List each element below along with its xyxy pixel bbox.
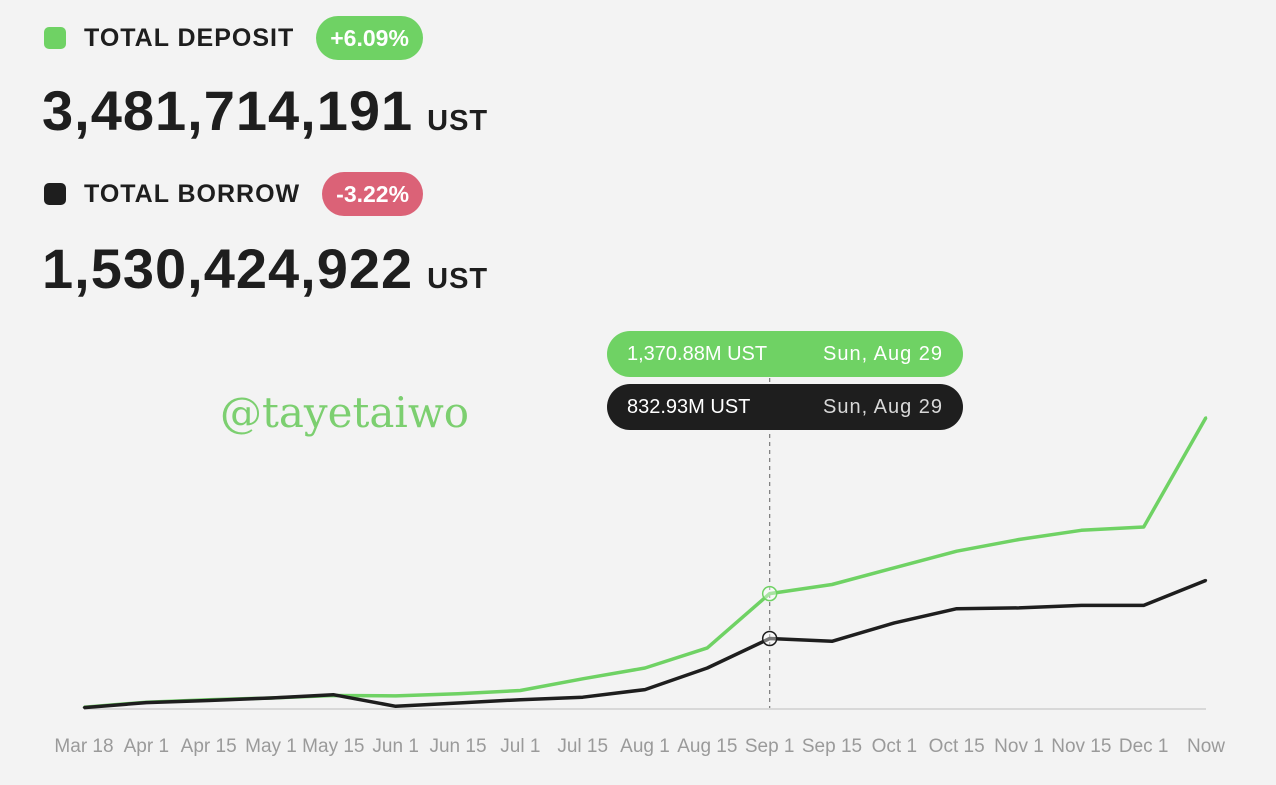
borrow-point xyxy=(581,695,584,699)
x-tick-label: Oct 1 xyxy=(872,736,917,757)
borrow-point xyxy=(332,693,335,696)
x-tick-label: Nov 1 xyxy=(994,736,1044,757)
deposit-point xyxy=(456,692,460,696)
deposit-point xyxy=(394,694,397,698)
deposit-point xyxy=(955,549,958,553)
deposit-header: TOTAL DEPOSIT +6.09% xyxy=(44,16,423,60)
x-tick-label: Oct 15 xyxy=(929,736,985,757)
borrow-point xyxy=(643,688,647,691)
borrow-legend-swatch xyxy=(44,183,66,205)
deposit-point xyxy=(1017,538,1021,541)
borrow-tooltip-value: 832.93M UST xyxy=(627,395,751,418)
borrow-point xyxy=(706,666,709,670)
borrow-point xyxy=(1142,604,1145,607)
deposit-total: 3,481,714,191 UST xyxy=(42,78,488,143)
x-tick-label: Sep 1 xyxy=(745,736,795,757)
borrow-point xyxy=(207,699,210,702)
deposit-point xyxy=(706,646,709,650)
watermark-text: @tayetaiwo xyxy=(220,388,470,437)
borrow-change-badge: -3.22% xyxy=(322,172,424,216)
x-tick-label: Jun 15 xyxy=(429,736,486,757)
borrow-point xyxy=(955,607,958,610)
x-tick-label: Sep 15 xyxy=(802,736,862,757)
borrow-hover-marker[interactable] xyxy=(761,630,778,647)
deposit-series-line xyxy=(83,416,1208,709)
borrow-value: 1,530,424,922 xyxy=(42,237,414,300)
deposit-label: TOTAL DEPOSIT xyxy=(84,23,295,52)
deposit-unit: UST xyxy=(427,105,489,137)
x-tick-label: Now xyxy=(1187,736,1225,757)
borrow-point xyxy=(82,706,86,709)
borrow-point xyxy=(394,705,397,708)
borrow-point xyxy=(145,701,148,704)
deposit-point xyxy=(581,677,584,680)
deposit-point xyxy=(830,583,834,586)
x-tick-label: May 15 xyxy=(302,736,364,757)
deposit-tooltip: 1,370.88M UST Sun, Aug 29 xyxy=(607,331,963,377)
borrow-label: TOTAL BORROW xyxy=(84,179,301,208)
borrow-point xyxy=(1017,606,1021,610)
borrow-tooltip-date: Sun, Aug 29 xyxy=(823,395,943,418)
borrow-total: 1,530,424,922 UST xyxy=(42,236,488,301)
deposit-legend-swatch xyxy=(44,27,66,49)
x-tick-label: Apr 15 xyxy=(181,736,237,757)
deposit-change-badge: +6.09% xyxy=(316,16,423,60)
x-tick-label: Nov 15 xyxy=(1051,736,1111,757)
deposit-hover-marker[interactable] xyxy=(761,585,778,602)
deposit-point xyxy=(1204,416,1208,419)
deposit-tooltip-value: 1,370.88M UST xyxy=(627,342,768,365)
deposit-value: 3,481,714,191 xyxy=(42,79,414,142)
borrow-point xyxy=(1080,604,1083,607)
borrow-point xyxy=(1204,579,1208,582)
deposit-point xyxy=(768,592,771,595)
x-tick-label: Jul 15 xyxy=(557,736,608,757)
x-tick-label: Mar 18 xyxy=(54,736,113,757)
x-tick-label: Dec 1 xyxy=(1119,736,1169,757)
x-tick-label: Apr 1 xyxy=(124,736,169,757)
deposit-point xyxy=(1080,529,1083,532)
borrow-point xyxy=(893,621,896,625)
borrow-header: TOTAL BORROW -3.22% xyxy=(44,172,424,216)
x-tick-label: Aug 15 xyxy=(677,736,737,757)
borrow-point xyxy=(269,696,273,700)
borrow-point xyxy=(519,698,522,701)
deposit-point xyxy=(1142,525,1145,529)
deposit-point xyxy=(643,666,647,670)
x-tick-label: Jun 1 xyxy=(372,736,418,757)
deposit-point xyxy=(519,689,522,692)
borrow-point xyxy=(830,640,834,643)
borrow-point xyxy=(456,701,460,705)
x-tick-label: Aug 1 xyxy=(620,736,670,757)
deposit-point xyxy=(893,566,896,570)
x-tick-label: May 1 xyxy=(245,736,297,757)
x-tick-label: Jul 1 xyxy=(500,736,540,757)
deposit-tooltip-date: Sun, Aug 29 xyxy=(823,342,943,365)
borrow-unit: UST xyxy=(427,263,489,295)
borrow-point xyxy=(768,637,771,640)
borrow-tooltip: 832.93M UST Sun, Aug 29 xyxy=(607,384,963,430)
